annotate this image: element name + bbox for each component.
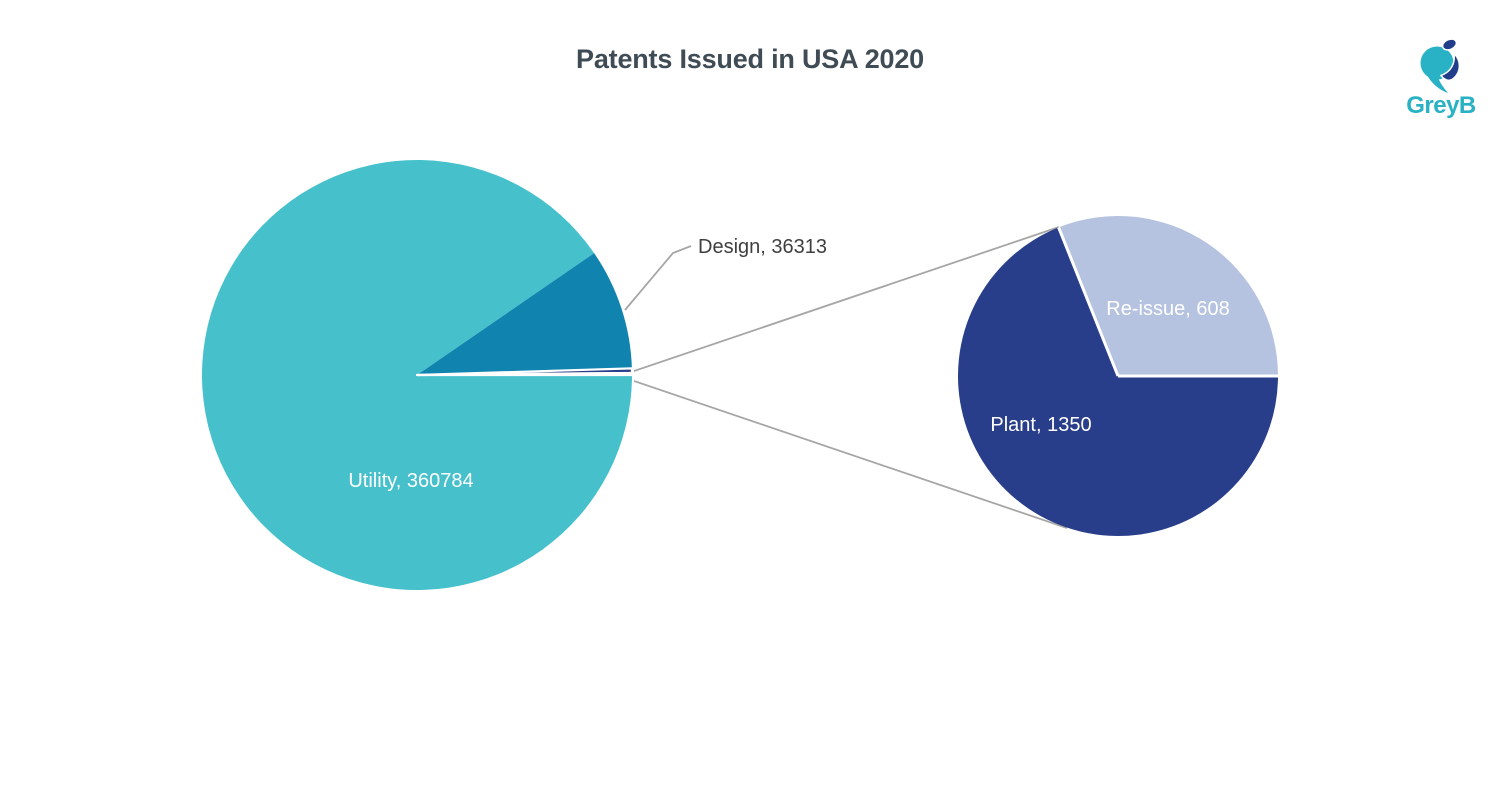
connector-line-top xyxy=(633,226,1060,372)
chart-title: Patents Issued in USA 2020 xyxy=(576,44,924,74)
greyb-bird-icon xyxy=(1420,38,1461,93)
bird-wing xyxy=(1439,51,1461,82)
connector-line-bottom xyxy=(633,380,1068,529)
bird-head xyxy=(1441,38,1458,51)
pie-slice-design xyxy=(417,253,632,375)
pie-slice-re-issue-secondary xyxy=(1058,215,1278,376)
label-utility: Utility, 360784 xyxy=(348,470,473,492)
divider-line xyxy=(1057,226,1120,377)
brand-name: GreyB xyxy=(1406,92,1476,119)
label-plant: Plant, 1350 xyxy=(990,414,1091,436)
bird-body xyxy=(1420,46,1454,80)
pie-slice-plant-secondary xyxy=(958,227,1278,536)
bird-tail xyxy=(1426,74,1448,93)
secondary-pie xyxy=(958,215,1278,536)
main-pie xyxy=(202,160,634,591)
design-leader-line xyxy=(624,245,692,311)
pie-slice-re-issue xyxy=(415,371,634,377)
label-reissue: Re-issue, 608 xyxy=(1106,298,1229,320)
secondary-pie-dividers xyxy=(1057,226,1278,378)
label-design: Design, 36313 xyxy=(698,236,827,258)
brand-logo: GreyB xyxy=(1391,38,1491,120)
